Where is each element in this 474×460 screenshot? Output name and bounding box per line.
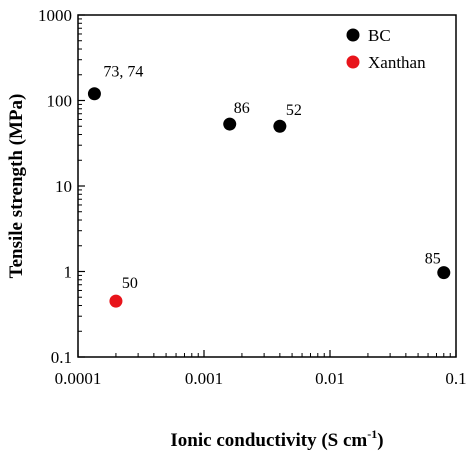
x-axis-title: Ionic conductivity (S cm-1) — [170, 427, 383, 451]
data-point-label: 50 — [122, 275, 138, 292]
data-point-label: 86 — [234, 100, 250, 117]
data-point-label: 52 — [286, 102, 302, 119]
legend-marker — [346, 28, 360, 42]
y-tick-label: 10 — [55, 177, 72, 196]
legend-label: BC — [368, 26, 391, 45]
data-point — [273, 119, 287, 133]
data-point-label: 73, 74 — [103, 64, 143, 81]
data-point — [109, 294, 123, 308]
data-point-label: 85 — [425, 251, 441, 268]
plot-frame — [77, 14, 457, 358]
x-tick-label: 0.0001 — [55, 369, 102, 388]
data-point — [223, 117, 237, 131]
legend: BC Xanthan — [346, 26, 426, 72]
x-tick-label: 0.1 — [445, 369, 466, 388]
y-tick-label: 1 — [64, 263, 73, 282]
y-tick-label: 1000 — [38, 6, 72, 25]
x-tick-label: 0.01 — [315, 369, 345, 388]
data-point — [437, 266, 451, 280]
data-point — [87, 87, 101, 101]
x-tick-label: 0.001 — [185, 369, 223, 388]
legend-label: Xanthan — [368, 53, 426, 72]
legend-marker — [346, 55, 360, 69]
y-tick-label: 0.1 — [51, 348, 72, 367]
y-tick-label: 100 — [47, 92, 73, 111]
y-axis-title: Tensile strength (MPa) — [6, 94, 27, 279]
points-layer: 73, 74 86 52 85 50 — [87, 64, 451, 308]
